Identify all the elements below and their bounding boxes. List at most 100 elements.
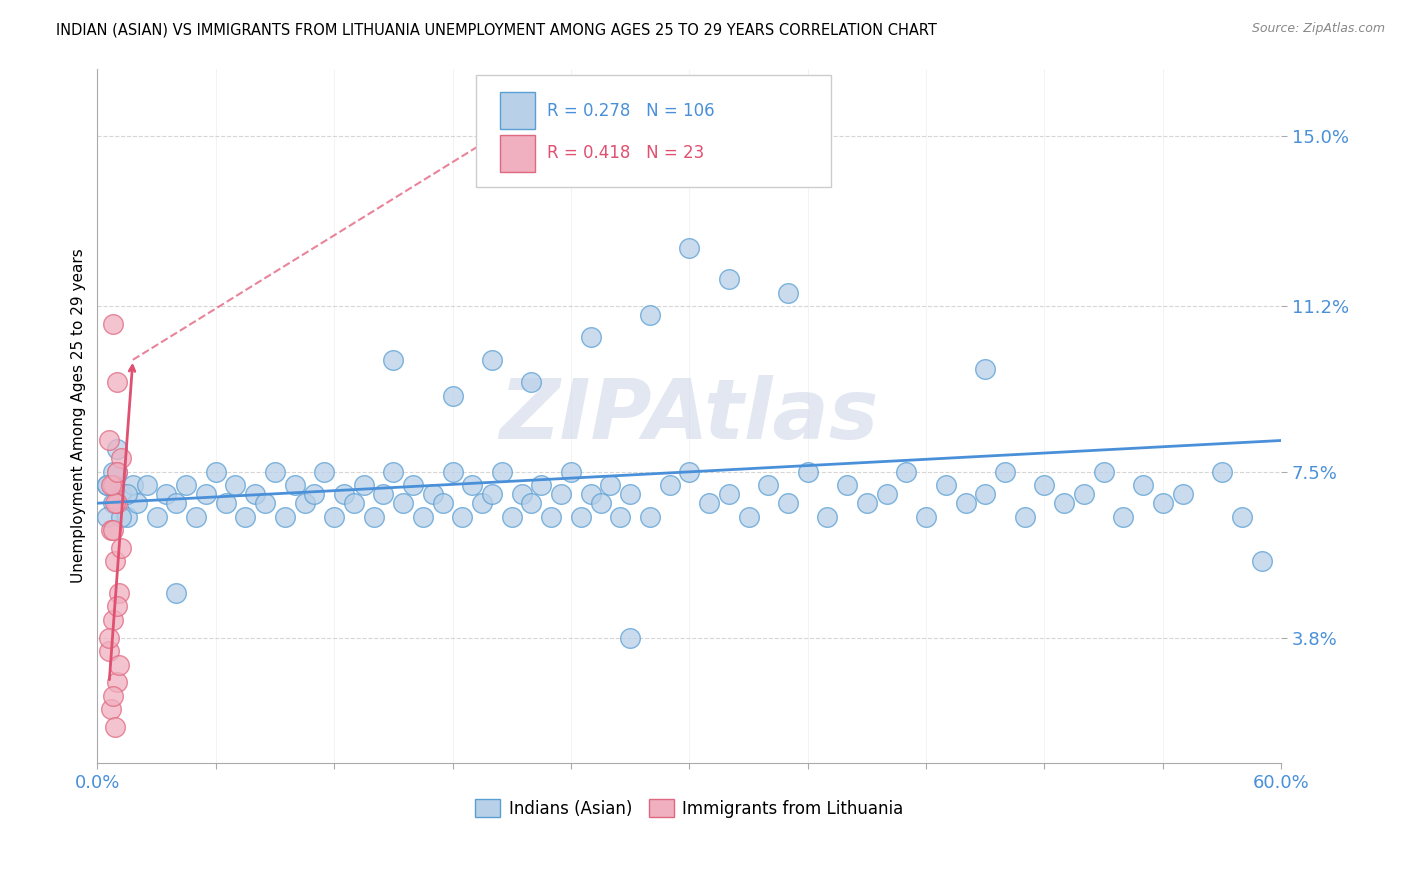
Point [491, 465, 513, 479]
Point [638, 509, 661, 524]
Point [717, 272, 740, 286]
Point [145, 509, 167, 524]
Point [856, 496, 879, 510]
Point [579, 330, 602, 344]
Point [294, 496, 316, 510]
Point [104, 496, 127, 510]
Point [105, 496, 128, 510]
Point [441, 389, 464, 403]
Point [796, 465, 818, 479]
Point [776, 285, 799, 300]
Point [184, 509, 207, 524]
Point [101, 613, 124, 627]
Point [96, 478, 118, 492]
Point [101, 689, 124, 703]
Point [520, 496, 543, 510]
Point [441, 465, 464, 479]
Point [737, 509, 759, 524]
Point [697, 496, 720, 510]
Point [274, 509, 297, 524]
FancyBboxPatch shape [477, 76, 831, 186]
Point [122, 478, 145, 492]
Point [304, 487, 326, 501]
Point [717, 487, 740, 501]
Point [569, 509, 592, 524]
Point [224, 478, 246, 492]
Point [501, 509, 523, 524]
Point [817, 509, 839, 524]
Point [100, 523, 122, 537]
Point [1112, 509, 1135, 524]
Point [955, 496, 977, 510]
Point [974, 487, 997, 501]
Point [756, 478, 779, 492]
Point [1014, 509, 1036, 524]
Point [100, 478, 122, 492]
Point [1211, 465, 1233, 479]
Point [678, 465, 700, 479]
Point [101, 478, 124, 492]
Legend: Indians (Asian), Immigrants from Lithuania: Indians (Asian), Immigrants from Lithuan… [468, 793, 910, 824]
Point [204, 465, 226, 479]
Point [96, 478, 118, 492]
Point [110, 487, 132, 501]
Point [658, 478, 681, 492]
Point [471, 496, 494, 510]
Point [101, 496, 124, 510]
Point [125, 496, 148, 510]
Point [233, 509, 256, 524]
Point [461, 478, 484, 492]
Point [105, 465, 128, 479]
Point [876, 487, 898, 501]
Point [214, 496, 236, 510]
Point [104, 720, 127, 734]
Point [540, 509, 562, 524]
Point [550, 487, 572, 501]
Point [392, 496, 415, 510]
Point [135, 478, 157, 492]
Point [333, 487, 356, 501]
Point [155, 487, 177, 501]
Point [915, 509, 938, 524]
Point [1171, 487, 1194, 501]
Point [314, 465, 336, 479]
Point [110, 451, 132, 466]
Point [638, 308, 661, 322]
Point [264, 465, 287, 479]
Point [105, 675, 128, 690]
Point [609, 509, 631, 524]
Text: R = 0.418   N = 23: R = 0.418 N = 23 [547, 145, 704, 162]
Point [1250, 554, 1272, 568]
Point [105, 465, 128, 479]
Point [245, 487, 267, 501]
Point [382, 465, 405, 479]
Point [373, 487, 395, 501]
Point [100, 702, 122, 716]
Point [101, 465, 124, 479]
Point [104, 554, 127, 568]
Point [1230, 509, 1253, 524]
Y-axis label: Unemployment Among Ages 25 to 29 years: Unemployment Among Ages 25 to 29 years [72, 249, 86, 583]
Point [382, 352, 405, 367]
Point [105, 375, 128, 389]
Point [994, 465, 1017, 479]
Point [165, 586, 187, 600]
Point [619, 487, 641, 501]
Point [412, 509, 434, 524]
Point [1073, 487, 1095, 501]
FancyBboxPatch shape [501, 135, 536, 172]
Text: R = 0.278   N = 106: R = 0.278 N = 106 [547, 102, 714, 120]
Point [589, 496, 612, 510]
Point [560, 465, 582, 479]
Point [110, 541, 132, 555]
Point [432, 496, 454, 510]
Point [520, 375, 543, 389]
FancyBboxPatch shape [501, 92, 536, 129]
Point [108, 586, 131, 600]
Point [284, 478, 307, 492]
Point [363, 509, 385, 524]
Point [101, 317, 124, 331]
Point [974, 361, 997, 376]
Point [422, 487, 444, 501]
Point [837, 478, 859, 492]
